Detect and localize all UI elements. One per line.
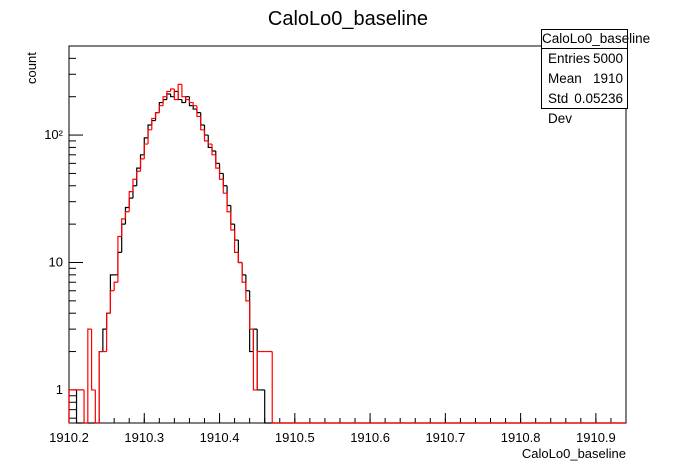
histogram-bin	[241, 262, 246, 283]
histogram-bin	[109, 290, 115, 314]
histogram-bin	[256, 350, 261, 390]
histogram-bin	[188, 99, 194, 104]
x-tick-label: 1910.9	[576, 430, 616, 445]
histogram-bin	[75, 389, 81, 424]
chart-title: CaloLo0_baseline	[268, 8, 428, 30]
histogram-bin	[132, 178, 137, 192]
histogram-bin	[192, 102, 197, 107]
stats-row-stddev: Std Dev 0.05236	[542, 89, 627, 126]
stats-title: CaloLo0_baseline	[542, 30, 650, 49]
x-tick-label: 1910.5	[275, 430, 315, 445]
x-tick-label: 1910.4	[200, 430, 240, 445]
x-tick-label: 1910.8	[501, 430, 541, 445]
histogram-bin	[90, 329, 96, 391]
x-tick-label: 1910.6	[350, 430, 390, 445]
histogram-bin	[106, 312, 111, 352]
histogram-bin	[94, 389, 100, 424]
x-axis-ticks: 1910.2 1910.3 1910.4 1910.5 1910.6 1910.7 1910…	[49, 413, 627, 445]
histogram-bin	[203, 129, 209, 142]
histogram-bin	[181, 84, 186, 98]
stats-value: 0.05236	[574, 91, 623, 106]
histogram-bin	[230, 211, 235, 231]
histogram-bin	[245, 282, 250, 302]
histogram-bin	[237, 252, 243, 264]
histogram-bin	[143, 143, 149, 159]
x-tick-label: 1910.7	[425, 430, 465, 445]
histogram-bin	[218, 168, 224, 180]
histogram-bin	[136, 167, 141, 186]
stats-row-entries: Entries 5000	[542, 49, 627, 69]
histogram-bin	[166, 90, 171, 97]
stats-box: CaloLo0_baseline Entries 5000 Mean 1910 …	[541, 29, 650, 126]
histogram-bin	[207, 140, 213, 145]
histogram-bin	[98, 350, 103, 423]
stats-label: Entries	[548, 51, 591, 66]
histogram-bin	[87, 328, 92, 423]
histogram-bin	[139, 158, 145, 172]
histogram-bin	[233, 229, 239, 254]
stats-row-mean: Mean 1910	[542, 69, 627, 89]
histogram-bin	[215, 154, 220, 169]
histogram-bin	[185, 96, 190, 103]
stats-value: 5000	[592, 51, 623, 66]
histogram-bin	[249, 300, 254, 330]
y-tick-label: 10²	[44, 127, 63, 142]
histogram-bin	[170, 88, 175, 92]
histogram-bin	[256, 329, 261, 391]
histogram-bin	[173, 88, 179, 101]
histogram-bin	[211, 144, 216, 156]
histogram-bin	[185, 96, 190, 101]
histogram-bin	[200, 116, 205, 131]
histogram-bin	[102, 328, 107, 352]
histogram-bin	[128, 191, 133, 212]
histogram-bin	[136, 170, 141, 180]
histogram-bin	[83, 389, 88, 424]
histogram-bin	[222, 179, 228, 194]
histogram-bin	[162, 96, 167, 106]
x-tick-label: 1910.2	[49, 430, 89, 445]
histogram-bin	[113, 281, 118, 291]
histogram-bin	[181, 99, 186, 104]
histogram-bin	[170, 94, 175, 98]
histogram-tail	[271, 351, 626, 424]
y-tick-label: 1	[56, 382, 63, 397]
histogram-bin	[68, 389, 73, 423]
histogram-bin	[252, 329, 258, 391]
histogram-bins	[68, 83, 626, 424]
histogram-bin	[124, 211, 130, 219]
stats-value: 1910	[592, 71, 623, 86]
histogram-bin	[154, 112, 160, 119]
histogram-bin	[192, 105, 197, 110]
y-tick-label: 10	[49, 254, 63, 269]
histogram-bin	[196, 105, 201, 118]
y-axis-ticks: 1 10 10²	[44, 57, 83, 419]
y-axis-label: count	[24, 52, 39, 84]
histogram-bin	[151, 117, 156, 130]
stats-label: Std Dev	[548, 91, 573, 126]
histogram-bin	[226, 193, 231, 213]
x-axis-label: CaloLo0_baseline	[522, 446, 626, 461]
histogram-bin	[121, 218, 126, 237]
histogram-bin	[158, 105, 164, 113]
histogram-bin	[117, 235, 122, 283]
histogram-bin	[147, 129, 152, 145]
x-tick-label: 1910.3	[124, 430, 164, 445]
histogram-bin	[177, 83, 182, 100]
stats-label: Mean	[548, 71, 582, 86]
histogram-bin	[207, 135, 213, 149]
